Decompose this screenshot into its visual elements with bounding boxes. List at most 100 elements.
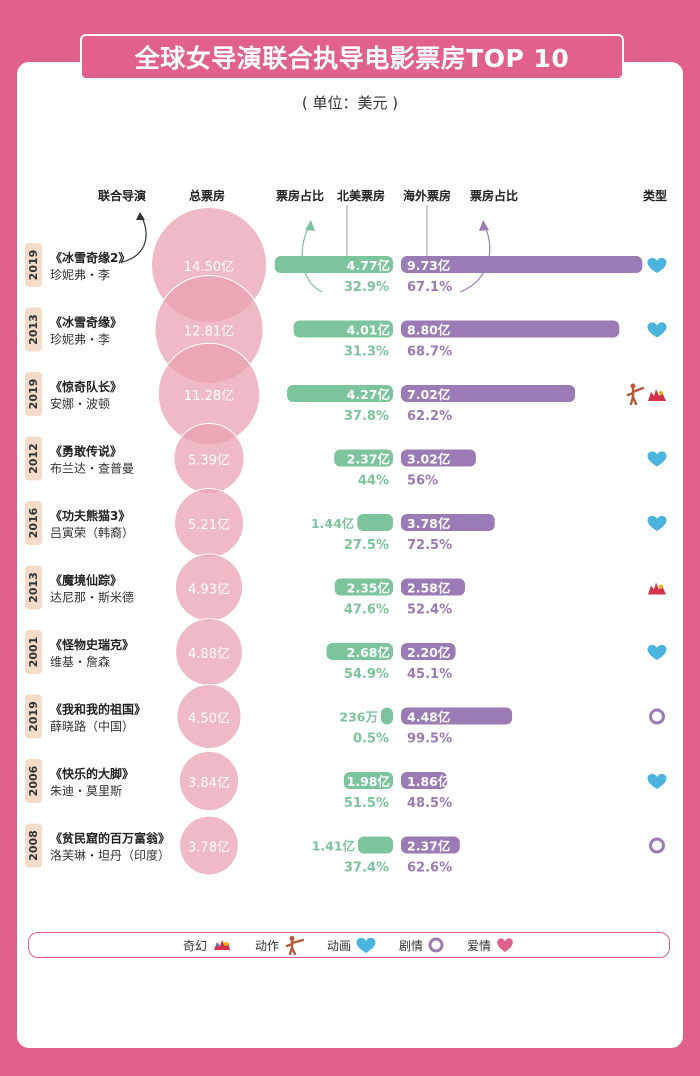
total-value: 12.81亿: [184, 325, 234, 340]
table-row: 2008 《贫民窟的百万富翁》洛芙琳・坦丹（印度） 3.78亿 1.41亿 37.4% 2…: [25, 823, 665, 876]
table-row: 2019 《我和我的祖国》薛晓路（中国） 4.50亿 236万 0.5% 4.48亿 99.…: [25, 694, 665, 747]
overseas-bar: [401, 514, 495, 531]
legend-item-romance: 爱情: [467, 936, 515, 954]
year-tag: [25, 694, 42, 739]
table-row: 2001 《怪物史瑞克》维基・詹森 4.88亿 2.68亿 54.9% 2.20亿 45.1…: [25, 630, 667, 682]
overseas-value: 3.78亿: [407, 516, 450, 531]
film-title: 《魔境仙踪》: [50, 573, 122, 588]
year-label: 2016: [27, 507, 40, 538]
col-header-north-america: 北美票房: [337, 189, 386, 203]
overseas-bar: [401, 385, 576, 402]
overseas-bar: [401, 772, 448, 789]
director-name: 吕寅荣（韩裔）: [50, 525, 134, 540]
legend-label: 动作: [254, 938, 279, 953]
north-america-bar: [274, 256, 393, 273]
arrow-head: [136, 212, 145, 220]
heart-icon: [647, 644, 667, 660]
north-america-value: 1.41亿: [312, 839, 355, 854]
film-title: 《勇敢传说》: [50, 444, 122, 459]
col-header-genre: 类型: [643, 189, 668, 203]
legend: 奇幻 动作 动画 剧情 爱情: [28, 932, 670, 958]
overseas-share: 99.5%: [407, 732, 452, 747]
heart-icon: [647, 257, 667, 273]
legend-item-action: 动作: [255, 935, 305, 955]
year-tag: [25, 501, 42, 545]
ring-icon: [649, 708, 665, 725]
north-america-share: 32.9%: [344, 280, 389, 295]
overseas-share: 52.4%: [407, 603, 452, 618]
overseas-value: 9.73亿: [407, 258, 450, 273]
kick-icon: [285, 936, 305, 955]
total-value: 5.39亿: [188, 454, 230, 469]
director-name: 维基・詹森: [50, 654, 110, 669]
overseas-value: 8.80亿: [407, 323, 450, 338]
heart-icon: [647, 322, 667, 338]
year-tag: [25, 630, 42, 674]
overseas-share: 72.5%: [407, 538, 452, 553]
kick-head: [630, 383, 636, 389]
total-bubble: [178, 750, 240, 812]
year-label: 2008: [27, 830, 40, 861]
overseas-value: 7.02亿: [407, 387, 450, 402]
table-row: 2016 《功夫熊猫3》吕寅荣（韩裔） 5.21亿 1.44亿 27.5% 3.78亿 72…: [25, 501, 667, 553]
table-row: 2006 《快乐的大脚》朱迪・莫里斯 3.84亿 1.98亿 51.5% 1.86亿 48.…: [25, 759, 667, 811]
kick-icon: [626, 386, 645, 406]
overseas-share: 56%: [407, 474, 438, 489]
year-label: 2013: [27, 572, 40, 603]
total-value: 4.88亿: [188, 647, 230, 662]
table-row: 2012 《勇敢传说》布兰达・查普曼 5.39亿 2.37亿 44% 3.02亿 56%: [25, 436, 667, 489]
col-header-share-os: 票房占比: [470, 189, 519, 203]
north-america-bar: [334, 578, 393, 596]
year-tag: [25, 759, 42, 803]
overseas-value: 2.58亿: [407, 581, 450, 596]
table-row: 2019 《惊奇队长》安娜・波顿 11.28亿 4.27亿 37.8% 7.02亿 62.2…: [25, 372, 666, 424]
total-value: 3.84亿: [188, 776, 230, 791]
overseas-share: 48.5%: [407, 796, 452, 811]
year-tag: [25, 823, 42, 868]
legend-item-fantasy: 奇幻: [183, 936, 233, 954]
year-label: 2001: [27, 637, 40, 668]
north-america-bar: [357, 514, 393, 531]
legend-label: 剧情: [399, 938, 424, 953]
ring-icon: [649, 837, 665, 854]
north-america-value: 2.37亿: [347, 452, 390, 467]
overseas-share: 62.6%: [407, 861, 452, 876]
overseas-value: 1.86亿: [407, 774, 450, 789]
total-value: 14.50亿: [184, 260, 234, 275]
north-america-share: 37.4%: [344, 861, 389, 876]
total-bubble: [176, 683, 242, 750]
overseas-share: 45.1%: [407, 667, 452, 682]
year-label: 2019: [27, 701, 40, 732]
col-header-director: 联合导演: [98, 189, 147, 203]
director-name: 洛芙琳・坦丹（印度）: [50, 848, 170, 863]
overseas-share: 62.2%: [407, 409, 452, 424]
north-america-bar: [381, 707, 393, 725]
total-bubble: [179, 815, 239, 876]
north-america-bar: [287, 385, 393, 402]
year-label: 2019: [27, 250, 40, 281]
north-america-bar: [334, 449, 393, 467]
director-name: 珍妮弗・李: [50, 332, 110, 347]
year-label: 2012: [27, 443, 40, 474]
col-header-share-na: 票房占比: [276, 189, 325, 203]
north-america-share: 47.6%: [344, 603, 389, 618]
film-title: 《惊奇队长》: [50, 379, 122, 394]
film-title: 《我和我的祖国》: [50, 702, 146, 717]
overseas-share: 67.1%: [407, 280, 452, 295]
table-row: 2013 《魔境仙踪》达尼那・斯米德 4.93亿 2.35亿 47.6% 2.58亿 52.…: [25, 565, 666, 618]
north-america-value: 4.77亿: [347, 258, 390, 273]
overseas-value: 3.02亿: [407, 452, 450, 467]
film-title: 《怪物史瑞克》: [50, 637, 134, 652]
north-america-share: 0.5%: [353, 732, 389, 747]
overseas-bar: [401, 449, 476, 467]
title-banner: 全球女导演联合执导电影票房TOP 10: [80, 34, 624, 80]
heart-icon: [647, 451, 667, 467]
overseas-value: 2.20亿: [407, 645, 450, 660]
total-value: 4.50亿: [188, 712, 230, 727]
overseas-bar: [401, 578, 465, 596]
table-row: 2019 《冰雪奇缘2》珍妮弗・李 14.50亿 4.77亿 32.9% 9.73亿 67.…: [25, 243, 667, 295]
col-header-total: 总票房: [189, 189, 226, 203]
north-america-share: 54.9%: [344, 667, 389, 682]
year-tag: [25, 307, 42, 352]
